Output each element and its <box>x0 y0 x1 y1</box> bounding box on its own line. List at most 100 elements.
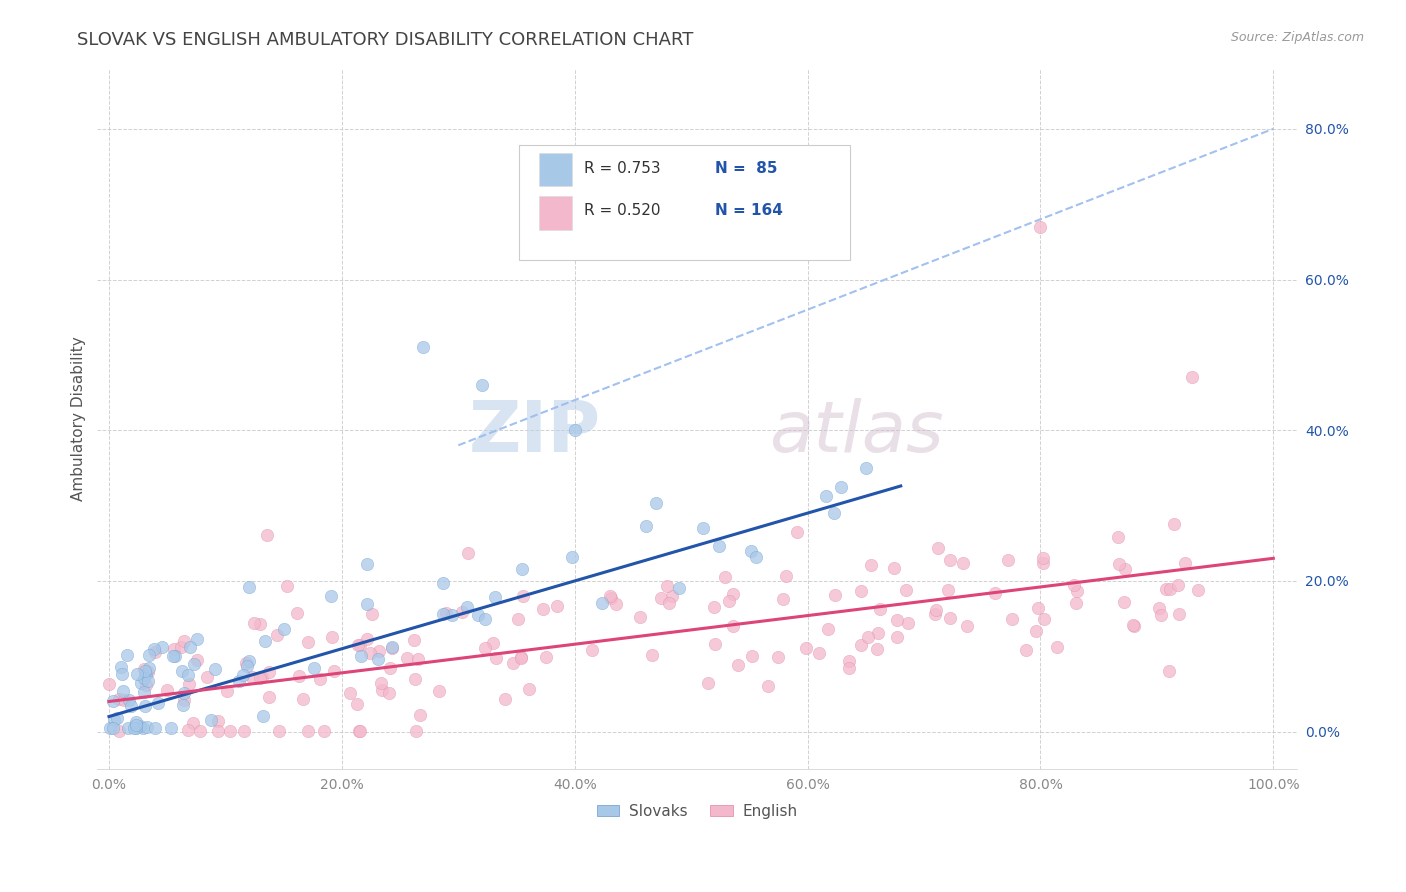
Point <box>1163 517 1185 532</box>
Point <box>655 578 678 592</box>
Point <box>434 607 457 621</box>
Point <box>179 677 201 691</box>
Point <box>273 623 295 637</box>
Point <box>823 506 845 520</box>
Point <box>599 589 621 603</box>
Point <box>143 645 166 659</box>
Point <box>138 648 160 663</box>
Point <box>156 682 179 697</box>
Point <box>346 638 368 652</box>
Point <box>163 642 186 657</box>
Point <box>176 723 198 738</box>
Point <box>512 562 534 576</box>
Point <box>927 541 949 555</box>
Point <box>868 625 890 640</box>
Point <box>378 686 401 700</box>
Point <box>186 632 208 646</box>
Point <box>474 641 496 656</box>
Point <box>512 589 534 603</box>
Point <box>101 721 124 735</box>
Point <box>172 698 194 712</box>
Point <box>125 714 148 729</box>
Point <box>228 673 250 688</box>
Point <box>297 723 319 738</box>
Point <box>370 676 392 690</box>
Point <box>240 669 263 683</box>
Point <box>984 585 1007 599</box>
Point <box>360 607 382 622</box>
Point <box>219 723 242 738</box>
Point <box>703 599 725 614</box>
Point <box>253 633 276 648</box>
Point <box>1001 612 1024 626</box>
Point <box>786 524 808 539</box>
Point <box>1032 550 1054 565</box>
Point <box>440 607 463 622</box>
Point <box>125 667 148 681</box>
Point <box>292 691 315 706</box>
Point <box>692 521 714 535</box>
Point <box>668 582 690 596</box>
Point <box>132 685 155 699</box>
Point <box>252 709 274 723</box>
Point <box>186 653 208 667</box>
Point <box>432 576 454 591</box>
Point <box>111 666 134 681</box>
Point <box>727 658 749 673</box>
Point <box>494 692 516 706</box>
Point <box>721 587 744 601</box>
Point <box>188 723 211 738</box>
Point <box>170 640 193 655</box>
Point <box>412 340 434 354</box>
Point <box>849 638 872 652</box>
Point <box>267 723 290 738</box>
Point <box>1147 601 1170 615</box>
Point <box>359 646 381 660</box>
Point <box>628 610 651 624</box>
Text: atlas: atlas <box>769 399 943 467</box>
Point <box>100 721 122 735</box>
Point <box>517 681 540 696</box>
Point <box>1157 665 1180 679</box>
Point <box>312 723 335 738</box>
Point <box>1114 595 1136 609</box>
Point <box>1015 643 1038 657</box>
Point <box>897 615 920 630</box>
Point <box>136 673 159 688</box>
Point <box>235 657 257 671</box>
Point <box>1174 556 1197 570</box>
Point <box>105 711 128 725</box>
Point <box>195 670 218 684</box>
Point <box>645 496 668 510</box>
Point <box>605 597 627 611</box>
Point <box>285 606 308 620</box>
Point <box>838 654 860 668</box>
Point <box>599 591 621 605</box>
Point <box>176 667 198 681</box>
Point <box>896 582 918 597</box>
Point <box>356 558 378 572</box>
Point <box>302 661 325 675</box>
Point <box>404 633 426 648</box>
Point <box>125 721 148 735</box>
Point <box>136 665 159 680</box>
Point <box>451 605 474 619</box>
Point <box>183 657 205 671</box>
Point <box>474 612 496 626</box>
Point <box>807 647 830 661</box>
Point <box>380 660 402 674</box>
Point <box>148 696 170 710</box>
Point <box>173 693 195 707</box>
Point <box>409 708 432 723</box>
Point <box>207 714 229 728</box>
Point <box>1032 557 1054 571</box>
Point <box>534 649 557 664</box>
Point <box>404 673 426 687</box>
Text: R = 0.753: R = 0.753 <box>585 161 661 176</box>
Point <box>510 649 533 664</box>
Point <box>997 552 1019 566</box>
Point <box>217 683 239 698</box>
Point <box>179 640 201 654</box>
Point <box>1025 624 1047 638</box>
Point <box>143 721 166 735</box>
